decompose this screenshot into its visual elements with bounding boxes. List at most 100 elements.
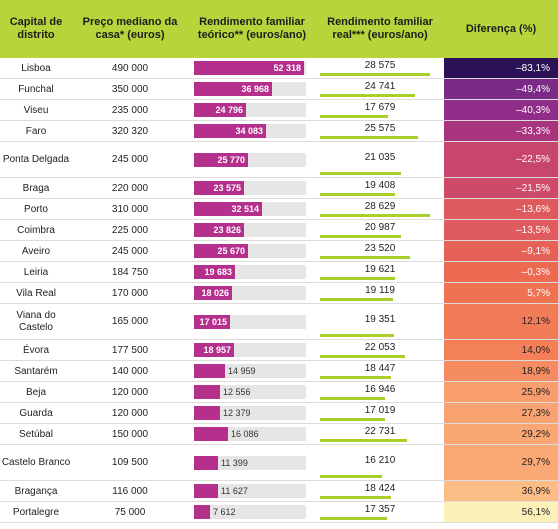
cell-theoretical-income: 11 627	[188, 481, 316, 502]
header-real-income: Rendimento familiar real*** (euros/ano)	[316, 0, 444, 58]
cell-real-income: 28 629	[316, 199, 444, 220]
cell-real-income: 16 210	[316, 445, 444, 481]
cell-city: Lisboa	[21, 62, 51, 74]
theoretical-income-bar	[194, 124, 266, 138]
cell-house-price: 75 000	[114, 506, 146, 518]
real-income-label: 18 447	[364, 363, 396, 374]
cell-city: Bragança	[14, 485, 58, 497]
theoretical-income-bar	[194, 265, 235, 279]
theoretical-income-label: 16 086	[231, 429, 259, 439]
theoretical-bar-track: 11 399	[194, 455, 306, 470]
theoretical-income-label: 52 318	[273, 63, 301, 73]
cell-difference: –40,3%	[444, 99, 558, 121]
cell-city: Castelo Branco	[1, 456, 71, 468]
cell-house-price: 235 000	[111, 104, 149, 116]
theoretical-income-label: 23 575	[213, 183, 241, 193]
real-income-line	[320, 172, 401, 175]
real-income-label: 16 210	[364, 454, 396, 466]
cell-difference: 27,3%	[444, 402, 558, 424]
cell-difference: 5,7%	[444, 282, 558, 304]
theoretical-bar-track: 14 959	[194, 364, 306, 378]
theoretical-bar-track: 18 957	[194, 343, 306, 357]
cell-house-price: 120 000	[111, 407, 149, 419]
cell-house-price: 165 000	[111, 315, 149, 327]
table-row: Faro 320 320 34 083 25 575 –33,3%	[0, 120, 558, 142]
theoretical-income-label: 19 683	[204, 267, 232, 277]
cell-theoretical-income: 24 796	[188, 100, 316, 121]
table-row: Lisboa 490 000 52 318 28 575 –83,1%	[0, 58, 558, 79]
theoretical-income-bar	[194, 505, 210, 519]
cell-theoretical-income: 25 770	[188, 142, 316, 178]
cell-theoretical-income: 17 015	[188, 304, 316, 340]
real-income-label: 16 946	[364, 384, 396, 395]
cell-theoretical-income: 23 826	[188, 220, 316, 241]
real-income-line	[320, 94, 415, 97]
cell-city: Beja	[25, 386, 46, 398]
theoretical-bar-track: 17 015	[194, 314, 306, 329]
theoretical-bar-track: 34 083	[194, 124, 306, 138]
header-difference: Diferença (%)	[444, 0, 558, 58]
theoretical-income-bar	[194, 385, 220, 399]
cell-house-price: 140 000	[111, 365, 149, 377]
theoretical-income-bar	[194, 244, 248, 258]
cell-theoretical-income: 36 968	[188, 79, 316, 100]
theoretical-income-label: 18 026	[201, 288, 229, 298]
real-income-line	[320, 115, 388, 118]
cell-city: Setúbal	[19, 428, 53, 440]
theoretical-income-label: 12 379	[223, 408, 251, 418]
table-row: Funchal 350 000 36 968 24 741 –49,4%	[0, 78, 558, 100]
cell-theoretical-income: 19 683	[188, 262, 316, 283]
theoretical-income-bar	[194, 103, 246, 117]
table-row: Viseu 235 000 24 796 17 679 –40,3%	[0, 99, 558, 121]
cell-difference: –33,3%	[444, 120, 558, 142]
table-row: Portalegre 75 000 7 612 17 357 56,1%	[0, 501, 558, 523]
table-row: Porto 310 000 32 514 28 629 –13,6%	[0, 198, 558, 220]
cell-real-income: 16 946	[316, 382, 444, 403]
cell-difference: 56,1%	[444, 501, 558, 523]
cell-real-income: 28 575	[316, 58, 444, 79]
cell-house-price: 245 000	[111, 245, 149, 257]
cell-theoretical-income: 18 957	[188, 340, 316, 361]
theoretical-income-label: 11 399	[221, 457, 248, 468]
table-row: Santarém 140 000 14 959 18 447 18,9%	[0, 360, 558, 382]
theoretical-income-label: 24 796	[215, 105, 243, 115]
cell-city: Coimbra	[17, 224, 55, 236]
cell-difference: –0,3%	[444, 261, 558, 283]
cell-city: Leiria	[23, 266, 49, 278]
theoretical-bar-track: 7 612	[194, 505, 306, 519]
real-income-label: 25 575	[364, 123, 396, 134]
theoretical-income-bar	[194, 202, 262, 216]
cell-city: Faro	[25, 125, 47, 137]
theoretical-income-label: 32 514	[231, 204, 259, 214]
table-row: Viana do Castelo 165 000 17 015 19 351 12,1%	[0, 303, 558, 340]
theoretical-income-label: 34 083	[235, 126, 263, 136]
cell-theoretical-income: 14 959	[188, 361, 316, 382]
theoretical-income-bar	[194, 152, 248, 167]
theoretical-bar-track: 18 026	[194, 286, 306, 300]
real-income-label: 17 357	[364, 504, 396, 515]
real-income-line	[320, 277, 395, 280]
cell-house-price: 490 000	[111, 62, 149, 74]
cell-theoretical-income: 23 575	[188, 178, 316, 199]
real-income-label: 19 408	[364, 180, 396, 191]
header-price: Preço mediano da casa* (euros)	[72, 0, 188, 58]
real-income-label: 21 035	[364, 151, 396, 163]
table-row: Leiria 184 750 19 683 19 621 –0,3%	[0, 261, 558, 283]
cell-house-price: 150 000	[111, 428, 149, 440]
theoretical-bar-track: 32 514	[194, 202, 306, 216]
cell-real-income: 22 053	[316, 340, 444, 361]
theoretical-bar-track: 19 683	[194, 265, 306, 279]
cell-city: Porto	[24, 203, 48, 215]
cell-house-price: 170 000	[111, 287, 149, 299]
real-income-label: 24 741	[364, 81, 396, 92]
cell-real-income: 19 351	[316, 304, 444, 340]
cell-difference: –83,1%	[444, 58, 558, 79]
cell-real-income: 25 575	[316, 121, 444, 142]
cell-real-income: 19 408	[316, 178, 444, 199]
theoretical-bar-track: 25 670	[194, 244, 306, 258]
cell-city: Funchal	[18, 83, 54, 95]
cell-difference: –13,5%	[444, 219, 558, 241]
real-income-line	[320, 475, 382, 478]
cell-real-income: 19 119	[316, 283, 444, 304]
